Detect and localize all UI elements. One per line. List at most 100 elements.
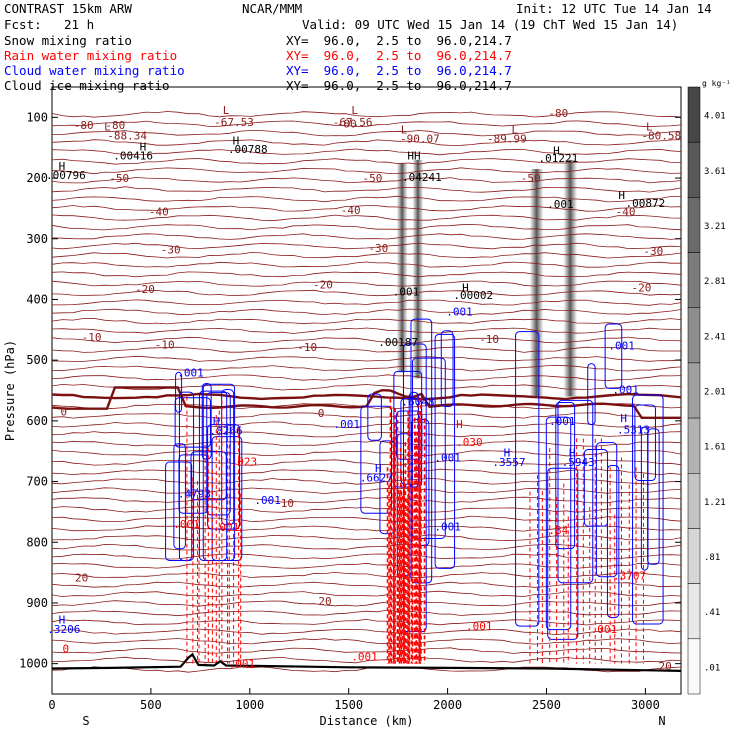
- extremum-label: .001: [393, 286, 420, 299]
- colorbar-swatch: [687, 473, 701, 529]
- colorbar-label: .81: [704, 553, 720, 563]
- temperature-contour: [52, 139, 681, 146]
- colorbar-swatch: [687, 528, 701, 584]
- temperature-contour: [52, 289, 681, 297]
- cloud-water-contour: [634, 404, 656, 482]
- cloud-water-contour: [545, 416, 572, 631]
- field-xy-ice: XY= 96.0, 2.5 to 96.0,214.7: [286, 78, 512, 93]
- extremum-label: .001: [434, 520, 461, 533]
- temperature-contour: [52, 374, 681, 382]
- y-tick-label: 200: [26, 171, 48, 185]
- extremum-label: L: [104, 120, 111, 133]
- temperature-contour: [52, 628, 681, 636]
- colorbar-label: 2.81: [704, 277, 726, 287]
- colorbar-swatch: [687, 638, 701, 695]
- temperature-contour: [52, 525, 681, 532]
- colorbar-label: 3.61: [704, 167, 726, 177]
- field-name-rain: Rain water mixing ratio: [4, 48, 178, 63]
- temperature-label: -20: [135, 283, 155, 296]
- temperature-contour: [52, 233, 681, 240]
- ice-plume: [412, 159, 424, 379]
- colorbar-label: 2.01: [704, 388, 726, 398]
- y-tick-label: 1000: [19, 657, 48, 671]
- temperature-label: 0: [61, 406, 68, 419]
- cloud-water-contour: [557, 399, 594, 584]
- cloud-water-contour: [360, 405, 393, 514]
- extremum-label: .001: [608, 340, 635, 353]
- temperature-label: 20: [75, 571, 88, 584]
- temperature-contour: [52, 346, 681, 353]
- temperature-contour: [52, 506, 681, 513]
- cloud-water-contour: [604, 323, 623, 389]
- temperature-label: 20: [659, 660, 672, 673]
- x-tick-label: 500: [140, 698, 162, 712]
- extremum-label: .6627: [360, 471, 393, 484]
- extremum-label: .001: [466, 620, 493, 633]
- temperature-label: -30: [161, 244, 181, 257]
- extremum-label: .00872: [626, 197, 666, 210]
- temperature-contour: [52, 553, 681, 560]
- y-tick-label: 700: [26, 475, 48, 489]
- extremum-label: L: [512, 123, 519, 136]
- y-tick-label: 800: [26, 535, 48, 549]
- temperature-label: -40: [341, 204, 361, 217]
- colorbar-swatch: [687, 141, 701, 198]
- plot-frame: [51, 86, 682, 695]
- extremum-label: .001: [254, 494, 281, 507]
- temperature-contour: [52, 205, 681, 212]
- temperature-contour: [52, 543, 681, 551]
- temperature-label: -10: [155, 338, 175, 351]
- extremum-label: .3707: [613, 570, 646, 583]
- temperature-label: -10: [297, 341, 317, 354]
- extremum-label: -90.07: [400, 133, 440, 146]
- extremum-label: .5313: [617, 423, 650, 436]
- extremum-label: .04241: [402, 171, 442, 184]
- temperature-contour: [52, 449, 681, 457]
- cloud-water-contour: [434, 333, 456, 569]
- temperature-label: -50: [362, 172, 382, 185]
- field-xy-rain: XY= 96.0, 2.5 to 96.0,214.7: [286, 48, 512, 63]
- temperature-contour: [52, 271, 681, 278]
- extremum-label: L: [223, 104, 230, 117]
- extremum-label: .001: [434, 451, 461, 464]
- cloud-water-contour: [201, 382, 212, 460]
- temperature-label: -40: [149, 205, 169, 218]
- field-name-cloud: Cloud water mixing ratio: [4, 63, 185, 78]
- extremum-label: .001: [173, 518, 200, 531]
- forecast-label: Fcst:: [4, 17, 42, 32]
- extremum-label: H: [213, 415, 220, 428]
- temperature-contour: [52, 364, 681, 372]
- extremum-label: L: [646, 120, 653, 133]
- temperature-contour: [52, 214, 681, 222]
- temperature-contour: [52, 618, 681, 626]
- extremum-label: H: [233, 134, 240, 147]
- extremum-label: .001: [547, 198, 574, 211]
- temperature-label: -50: [521, 172, 541, 185]
- extremum-label: 0: [63, 642, 70, 655]
- temperature-contour: [52, 186, 681, 193]
- extremum-label: H: [553, 145, 560, 158]
- extremum-label: L: [351, 104, 358, 117]
- extremum-label: .00187: [378, 336, 418, 349]
- y-tick-label: 600: [26, 414, 48, 428]
- field-name-ice: Cloud ice mixing ratio: [4, 78, 170, 93]
- colorbar-swatch: [687, 417, 701, 474]
- temperature-contour: [52, 487, 681, 495]
- ice-plume: [529, 168, 544, 397]
- temperature-label: -10: [82, 331, 102, 344]
- field-xy-snow: XY= 96.0, 2.5 to 96.0,214.7: [286, 33, 512, 48]
- y-tick-label: 300: [26, 232, 48, 246]
- extremum-label: H: [462, 281, 469, 294]
- center-title: NCAR/MMM: [242, 1, 303, 16]
- colorbar-label: 2.41: [704, 332, 726, 342]
- temperature-contour: [52, 130, 681, 137]
- temperature-contour: [52, 534, 681, 542]
- extremum-label: .001: [612, 383, 639, 396]
- temperature-contour: [52, 515, 681, 523]
- temperature-label: -40: [616, 205, 636, 218]
- temperature-contour: [52, 383, 681, 391]
- temperature-contour: [52, 111, 681, 118]
- cloud-water-contour: [165, 461, 193, 561]
- y-tick-label: 900: [26, 596, 48, 610]
